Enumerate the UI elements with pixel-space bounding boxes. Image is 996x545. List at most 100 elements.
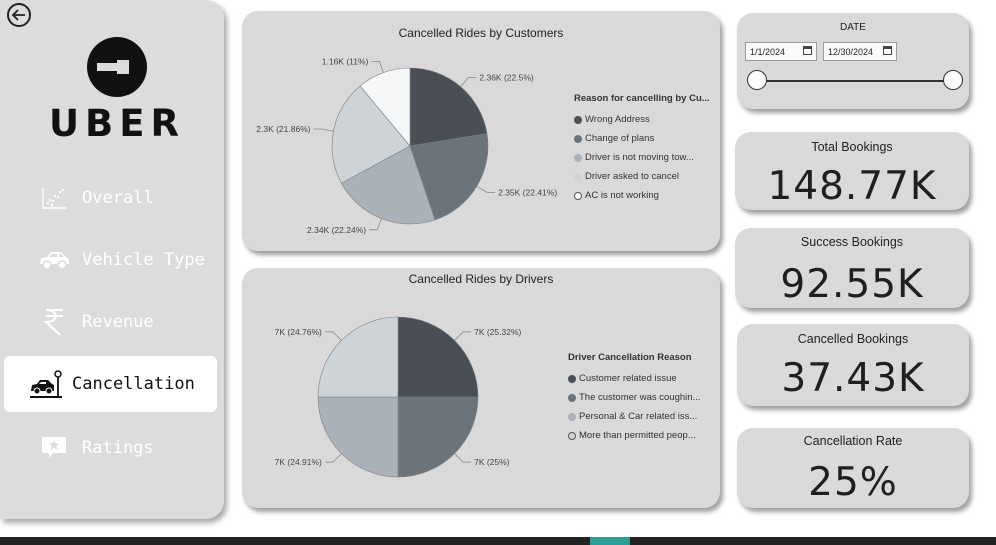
pie-data-label: 2.34K (22.24%) bbox=[307, 225, 366, 235]
nav-item-overall[interactable]: Overall bbox=[4, 170, 217, 226]
legend-label: Customer related issue bbox=[579, 373, 677, 384]
pie-slice[interactable] bbox=[410, 68, 487, 146]
data-label-leader-line bbox=[455, 332, 472, 341]
scatter-chart-icon bbox=[34, 183, 74, 213]
nav-item-revenue[interactable]: Revenue bbox=[4, 294, 217, 350]
calendar-icon[interactable] bbox=[883, 46, 892, 55]
nav-item-label: Cancellation bbox=[72, 374, 195, 394]
legend-item[interactable]: More than permitted peop... bbox=[568, 426, 700, 445]
legend-item[interactable]: AC is not working bbox=[574, 186, 710, 205]
legend-marker bbox=[574, 135, 582, 143]
kpi-title: Cancellation Rate bbox=[737, 434, 969, 448]
pie-data-label: 7K (24.91%) bbox=[275, 457, 322, 467]
end-date-input[interactable]: 12/30/2024 bbox=[823, 42, 897, 61]
pie-data-label: 7K (25%) bbox=[474, 457, 510, 467]
nav-item-label: Vehicle Type bbox=[82, 250, 205, 270]
data-label-leader-line bbox=[371, 61, 383, 72]
legend-marker bbox=[574, 116, 582, 124]
legend-label: Wrong Address bbox=[585, 114, 650, 125]
legend-item[interactable]: Driver asked to cancel bbox=[574, 167, 710, 186]
nav-item-label: Ratings bbox=[82, 438, 154, 458]
nav-item-cancellation[interactable]: Cancellation bbox=[4, 356, 217, 412]
legend-item[interactable]: Driver is not moving tow... bbox=[574, 148, 710, 167]
kpi-value: 25% bbox=[737, 460, 969, 505]
legend-label: AC is not working bbox=[585, 190, 659, 201]
pie-data-label: 2.35K (22.41%) bbox=[498, 188, 557, 198]
pie-slice[interactable] bbox=[318, 397, 398, 477]
kpi-title: Success Bookings bbox=[735, 235, 969, 249]
legend-title: Driver Cancellation Reason bbox=[568, 352, 700, 363]
taskbar bbox=[0, 537, 996, 545]
legend-item[interactable]: Personal & Car related iss... bbox=[568, 407, 700, 426]
data-label-leader-line bbox=[325, 454, 342, 463]
back-arrow-icon[interactable] bbox=[7, 3, 31, 27]
legend-title: Reason for cancelling by Cu... bbox=[574, 93, 710, 104]
chart-legend: Reason for cancelling by Cu... Wrong Add… bbox=[574, 93, 710, 205]
cancelled-car-icon bbox=[26, 369, 66, 399]
nav-item-label: Overall bbox=[82, 188, 154, 208]
kpi-card-total-bookings: Total Bookings 148.77K bbox=[735, 132, 969, 210]
legend-marker bbox=[568, 394, 576, 402]
kpi-title: Cancelled Bookings bbox=[737, 332, 969, 346]
legend-label: Driver is not moving tow... bbox=[585, 152, 694, 163]
date-range-end-handle[interactable] bbox=[943, 70, 963, 90]
data-label-leader-line bbox=[477, 186, 495, 192]
end-date-value: 12/30/2024 bbox=[828, 47, 873, 57]
legend-label: More than permitted peop... bbox=[579, 430, 696, 441]
pie-data-label: 2.36K (22.5%) bbox=[479, 73, 534, 83]
legend-marker bbox=[574, 154, 582, 162]
legend-label: Change of plans bbox=[585, 133, 654, 144]
car-icon bbox=[34, 245, 74, 275]
uber-logo-text: UBER bbox=[0, 102, 234, 145]
kpi-value: 148.77K bbox=[735, 164, 969, 209]
date-filter-title: DATE bbox=[737, 22, 969, 33]
data-label-leader-line bbox=[461, 78, 477, 87]
pie-slice[interactable] bbox=[398, 317, 478, 397]
nav-item-ratings[interactable]: Ratings bbox=[4, 420, 217, 476]
legend-marker bbox=[568, 413, 576, 421]
date-range-start-handle[interactable] bbox=[747, 70, 767, 90]
pie-data-label: 2.3K (21.86%) bbox=[256, 124, 311, 134]
kpi-title: Total Bookings bbox=[735, 140, 969, 154]
rupee-icon bbox=[34, 307, 74, 337]
data-label-leader-line bbox=[369, 219, 381, 230]
data-label-leader-line bbox=[325, 332, 342, 341]
data-label-leader-line bbox=[314, 129, 334, 131]
customers-cancel-pie-card: Cancelled Rides by Customers 2.36K (22.5… bbox=[242, 11, 720, 251]
kpi-value: 92.55K bbox=[735, 262, 969, 307]
pie-data-label: 7K (25.32%) bbox=[474, 327, 521, 337]
legend-marker bbox=[568, 375, 576, 383]
nav-item-label: Revenue bbox=[82, 312, 154, 332]
start-date-input[interactable]: 1/1/2024 bbox=[745, 42, 817, 61]
legend-label: Driver asked to cancel bbox=[585, 171, 679, 182]
kpi-value: 37.43K bbox=[737, 356, 969, 401]
legend-item[interactable]: Wrong Address bbox=[574, 110, 710, 129]
legend-item[interactable]: Change of plans bbox=[574, 129, 710, 148]
legend-marker bbox=[574, 173, 582, 181]
legend-label: The customer was coughin... bbox=[579, 392, 700, 403]
legend-label: Personal & Car related iss... bbox=[579, 411, 697, 422]
kpi-card-success-bookings: Success Bookings 92.55K bbox=[735, 228, 969, 308]
drivers-cancel-pie-card: Cancelled Rides by Drivers 7K (25.32%) 7K… bbox=[242, 268, 720, 508]
legend-marker bbox=[574, 192, 582, 200]
pie-data-label: 7K (24.76%) bbox=[275, 327, 322, 337]
chart-legend: Driver Cancellation Reason Customer rela… bbox=[568, 352, 700, 445]
date-range-slider-track[interactable] bbox=[757, 80, 953, 82]
sidebar: UBER Overall bbox=[0, 0, 224, 519]
start-date-value: 1/1/2024 bbox=[750, 47, 785, 57]
taskbar-active-indicator bbox=[590, 537, 630, 545]
legend-item[interactable]: Customer related issue bbox=[568, 369, 700, 388]
pie-slice[interactable] bbox=[398, 397, 478, 477]
calendar-icon[interactable] bbox=[803, 46, 812, 55]
kpi-card-cancelled-bookings: Cancelled Bookings 37.43K bbox=[737, 324, 969, 406]
data-label-leader-line bbox=[455, 454, 472, 463]
kpi-card-cancellation-rate: Cancellation Rate 25% bbox=[737, 428, 969, 508]
pie-slice[interactable] bbox=[318, 317, 398, 397]
date-filter-card: DATE 1/1/2024 12/30/2024 bbox=[737, 13, 969, 109]
legend-item[interactable]: The customer was coughin... bbox=[568, 388, 700, 407]
star-rating-icon bbox=[34, 433, 74, 463]
uber-logo-icon bbox=[86, 36, 148, 98]
pie-data-label: 1.16K (11%) bbox=[322, 56, 369, 66]
nav-item-vehicle-type[interactable]: Vehicle Type bbox=[4, 232, 217, 288]
